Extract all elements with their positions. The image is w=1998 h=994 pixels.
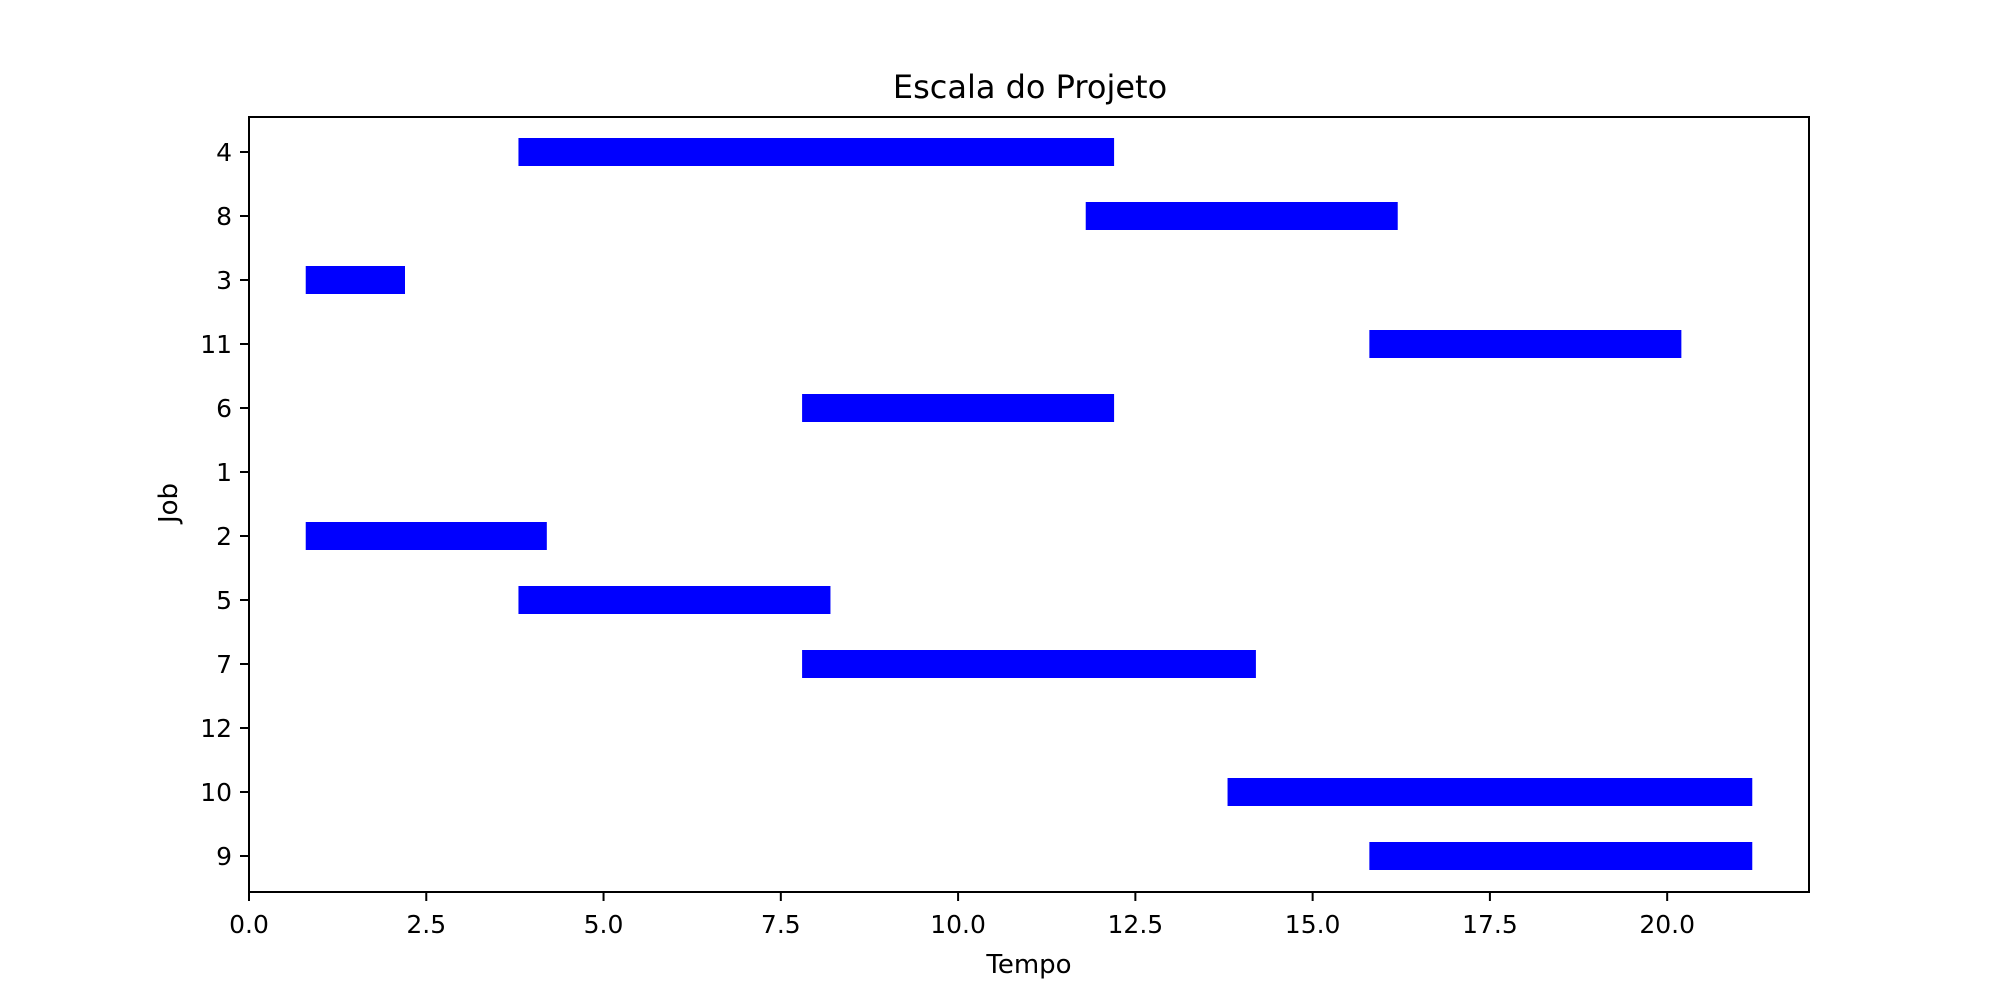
- x-tick-label: 2.5: [406, 910, 446, 939]
- x-axis-label: Tempo: [985, 950, 1071, 980]
- bar-job-4: [518, 138, 1115, 166]
- y-tick-label: 4: [216, 138, 232, 167]
- y-tick-label: 5: [216, 586, 232, 615]
- chart-title: Escala do Projeto: [893, 68, 1167, 106]
- bar-job-10: [1227, 778, 1753, 806]
- bar-job-5: [518, 586, 831, 614]
- x-tick-label: 20.0: [1639, 910, 1695, 939]
- y-tick-label: 6: [216, 394, 232, 423]
- bar-job-9: [1369, 842, 1753, 870]
- y-axis-label: Job: [154, 483, 184, 525]
- x-tick-label: 17.5: [1462, 910, 1518, 939]
- x-tick-label: 7.5: [761, 910, 801, 939]
- x-tick-label: 5.0: [584, 910, 624, 939]
- y-tick-label: 12: [200, 714, 232, 743]
- x-tick-label: 0.0: [229, 910, 269, 939]
- plot-area-frame: [248, 116, 1810, 893]
- bar-job-3: [305, 266, 405, 294]
- y-tick-label: 9: [216, 842, 232, 871]
- bar-job-2: [305, 522, 547, 550]
- bar-job-8: [1085, 202, 1398, 230]
- bar-job-11: [1369, 330, 1682, 358]
- y-tick-label: 3: [216, 266, 232, 295]
- y-tick-label: 1: [216, 458, 232, 487]
- y-tick-label: 2: [216, 522, 232, 551]
- bar-job-7: [802, 650, 1256, 678]
- y-tick-label: 7: [216, 650, 232, 679]
- bar-job-6: [802, 394, 1115, 422]
- y-tick-label: 8: [216, 202, 232, 231]
- x-tick-label: 15.0: [1285, 910, 1341, 939]
- y-tick-label: 11: [200, 330, 232, 359]
- x-tick-label: 10.0: [930, 910, 986, 939]
- x-axis-ticks: 0.0 2.5 5.0 7.5 10.0 12.5 15.0 17.5 20.0: [229, 892, 1695, 939]
- bars-group: [305, 138, 1753, 870]
- y-tick-label: 10: [200, 778, 232, 807]
- x-tick-label: 12.5: [1108, 910, 1164, 939]
